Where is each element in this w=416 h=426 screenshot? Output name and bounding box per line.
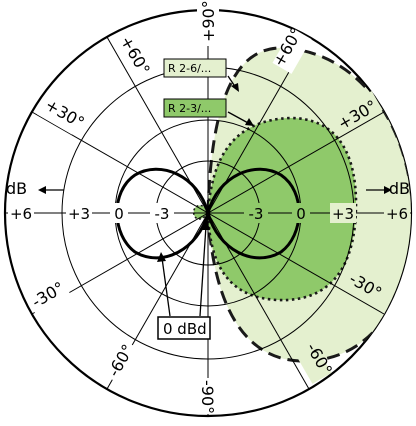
db-ticks-left: +6 +3 0 -3 — [8, 203, 174, 223]
angle-label-bottom: -90° — [198, 380, 217, 414]
tick-right-0: 0 — [296, 205, 306, 223]
db-unit-label-right: dB — [389, 179, 410, 198]
tick-left-0: 0 — [114, 205, 124, 223]
tick-left-minus3: -3 — [155, 205, 170, 223]
callout-outer-pattern: R 2-6/... — [163, 58, 239, 92]
callout-outer-pattern-label: R 2-6/... — [168, 62, 211, 75]
tick-left-plus3: +3 — [68, 205, 90, 223]
callout-inner-pattern-label: R 2-3/... — [168, 102, 211, 115]
db-unit-right: dB — [366, 179, 410, 198]
callout-reference-label: 0 dBd — [163, 320, 207, 338]
tick-right-plus3: +3 — [332, 205, 354, 223]
db-unit-left: dB — [6, 179, 64, 198]
callout-inner-pattern: R 2-3/... — [163, 98, 254, 126]
tick-right-plus6: +6 — [386, 205, 408, 223]
angle-label-top: +90° — [199, 0, 218, 42]
callout-reference: 0 dBd — [157, 220, 211, 340]
tick-left-plus6: +6 — [10, 205, 32, 223]
db-unit-label-left: dB — [6, 179, 27, 198]
db-ticks-right: -3 0 +3 +6 — [244, 203, 410, 223]
tick-right-minus3: -3 — [249, 205, 264, 223]
